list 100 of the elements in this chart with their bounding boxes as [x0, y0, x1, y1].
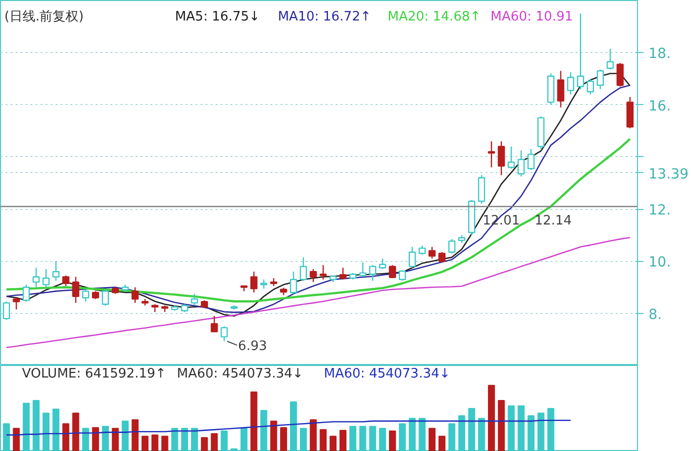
- bar: [418, 418, 426, 451]
- bar: [200, 437, 208, 451]
- bar: [448, 423, 456, 451]
- bar: [82, 428, 90, 451]
- candlestick: [557, 70, 564, 108]
- bar: [12, 428, 20, 451]
- candlestick: [2, 301, 10, 320]
- bar: [458, 415, 466, 451]
- candlestick: [290, 271, 298, 294]
- candlestick: [478, 174, 486, 204]
- annotation: 12.14: [534, 213, 572, 228]
- candlestick: [518, 150, 525, 178]
- bar: [92, 427, 99, 451]
- bar: [72, 412, 80, 451]
- candlestick: [310, 268, 317, 283]
- bar: [22, 402, 30, 451]
- series-label: VOLUME: 641592.19↑: [22, 366, 166, 382]
- bar: [240, 428, 248, 451]
- bar: [488, 384, 495, 451]
- bar: [340, 430, 346, 451]
- line-series: [5, 138, 632, 302]
- candlestick: [300, 256, 307, 282]
- text: MA60: 454073.34↓: [324, 366, 450, 382]
- bar: [547, 408, 554, 451]
- bar: [518, 405, 525, 451]
- y-tick-label: 12.: [648, 202, 671, 219]
- candlestick: [388, 264, 396, 279]
- y-tick-label: 10.: [648, 254, 671, 271]
- bar: [398, 423, 406, 451]
- text: MA60: 10.91: [490, 9, 573, 24]
- candlestick: [260, 278, 268, 290]
- candlestick: [22, 284, 30, 302]
- candlestick: [606, 48, 614, 70]
- candlestick: [369, 264, 376, 282]
- bar: [330, 436, 337, 451]
- bar: [290, 401, 297, 451]
- bar: [310, 419, 317, 451]
- bar: [478, 418, 486, 451]
- candlestick: [72, 276, 80, 304]
- line-series: [6, 236, 631, 348]
- candlestick: [210, 315, 218, 332]
- bar: [528, 415, 534, 451]
- text: (日线.前复权): [4, 9, 84, 24]
- candlestick: [132, 286, 139, 304]
- candlestick: [220, 326, 228, 342]
- y-tick-label: 13.39: [648, 166, 689, 182]
- bar: [62, 423, 70, 451]
- bar: [537, 412, 544, 451]
- bar: [181, 428, 188, 451]
- bar: [359, 426, 366, 451]
- bar: [42, 412, 50, 451]
- candlestick: [448, 238, 456, 254]
- candlestick: [498, 140, 505, 176]
- text: MA5: 16.75↓: [174, 9, 260, 24]
- bar: [379, 428, 386, 451]
- candlestick: [190, 293, 198, 306]
- bar: [132, 419, 139, 451]
- bar: [122, 420, 129, 451]
- bar: [171, 428, 178, 451]
- candlestick: [102, 289, 109, 306]
- candlestick: [42, 268, 50, 288]
- y-tick-label: 16.: [648, 98, 671, 114]
- bar: [498, 400, 505, 451]
- candlestick: [359, 262, 366, 278]
- bar: [230, 448, 238, 451]
- candlestick: [32, 267, 40, 288]
- bar: [161, 436, 168, 451]
- bar: [112, 428, 119, 451]
- candlestick: [250, 271, 258, 294]
- candlestick: [576, 12, 584, 90]
- candlestick: [586, 78, 594, 95]
- bar: [102, 426, 109, 451]
- bar: [508, 405, 515, 451]
- bar: [151, 434, 158, 451]
- candlestick: [339, 267, 347, 280]
- candlestick: [428, 246, 436, 260]
- bar: [408, 418, 416, 451]
- y-tick-label: 8.: [648, 306, 662, 323]
- text: MA20: 14.68↑: [388, 9, 481, 24]
- bar: [280, 427, 288, 451]
- annotation: 6.93: [238, 339, 268, 354]
- bar: [260, 410, 268, 451]
- bar: [142, 436, 148, 451]
- bar: [320, 429, 327, 451]
- candlestick: [488, 140, 496, 168]
- bar: [300, 428, 307, 451]
- candlestick: [320, 264, 327, 280]
- bar: [32, 400, 40, 451]
- text: MA60: 454073.34↓: [176, 366, 304, 382]
- candlestick: [12, 297, 20, 310]
- candlestick: [596, 68, 604, 90]
- candlestick: [616, 62, 624, 88]
- bar: [191, 428, 198, 451]
- bar: [369, 426, 376, 451]
- candlestick: [378, 258, 386, 270]
- bar: [52, 408, 60, 451]
- bar: [388, 430, 396, 451]
- bar: [438, 436, 446, 451]
- bar: [349, 426, 356, 451]
- candlestick: [82, 289, 90, 302]
